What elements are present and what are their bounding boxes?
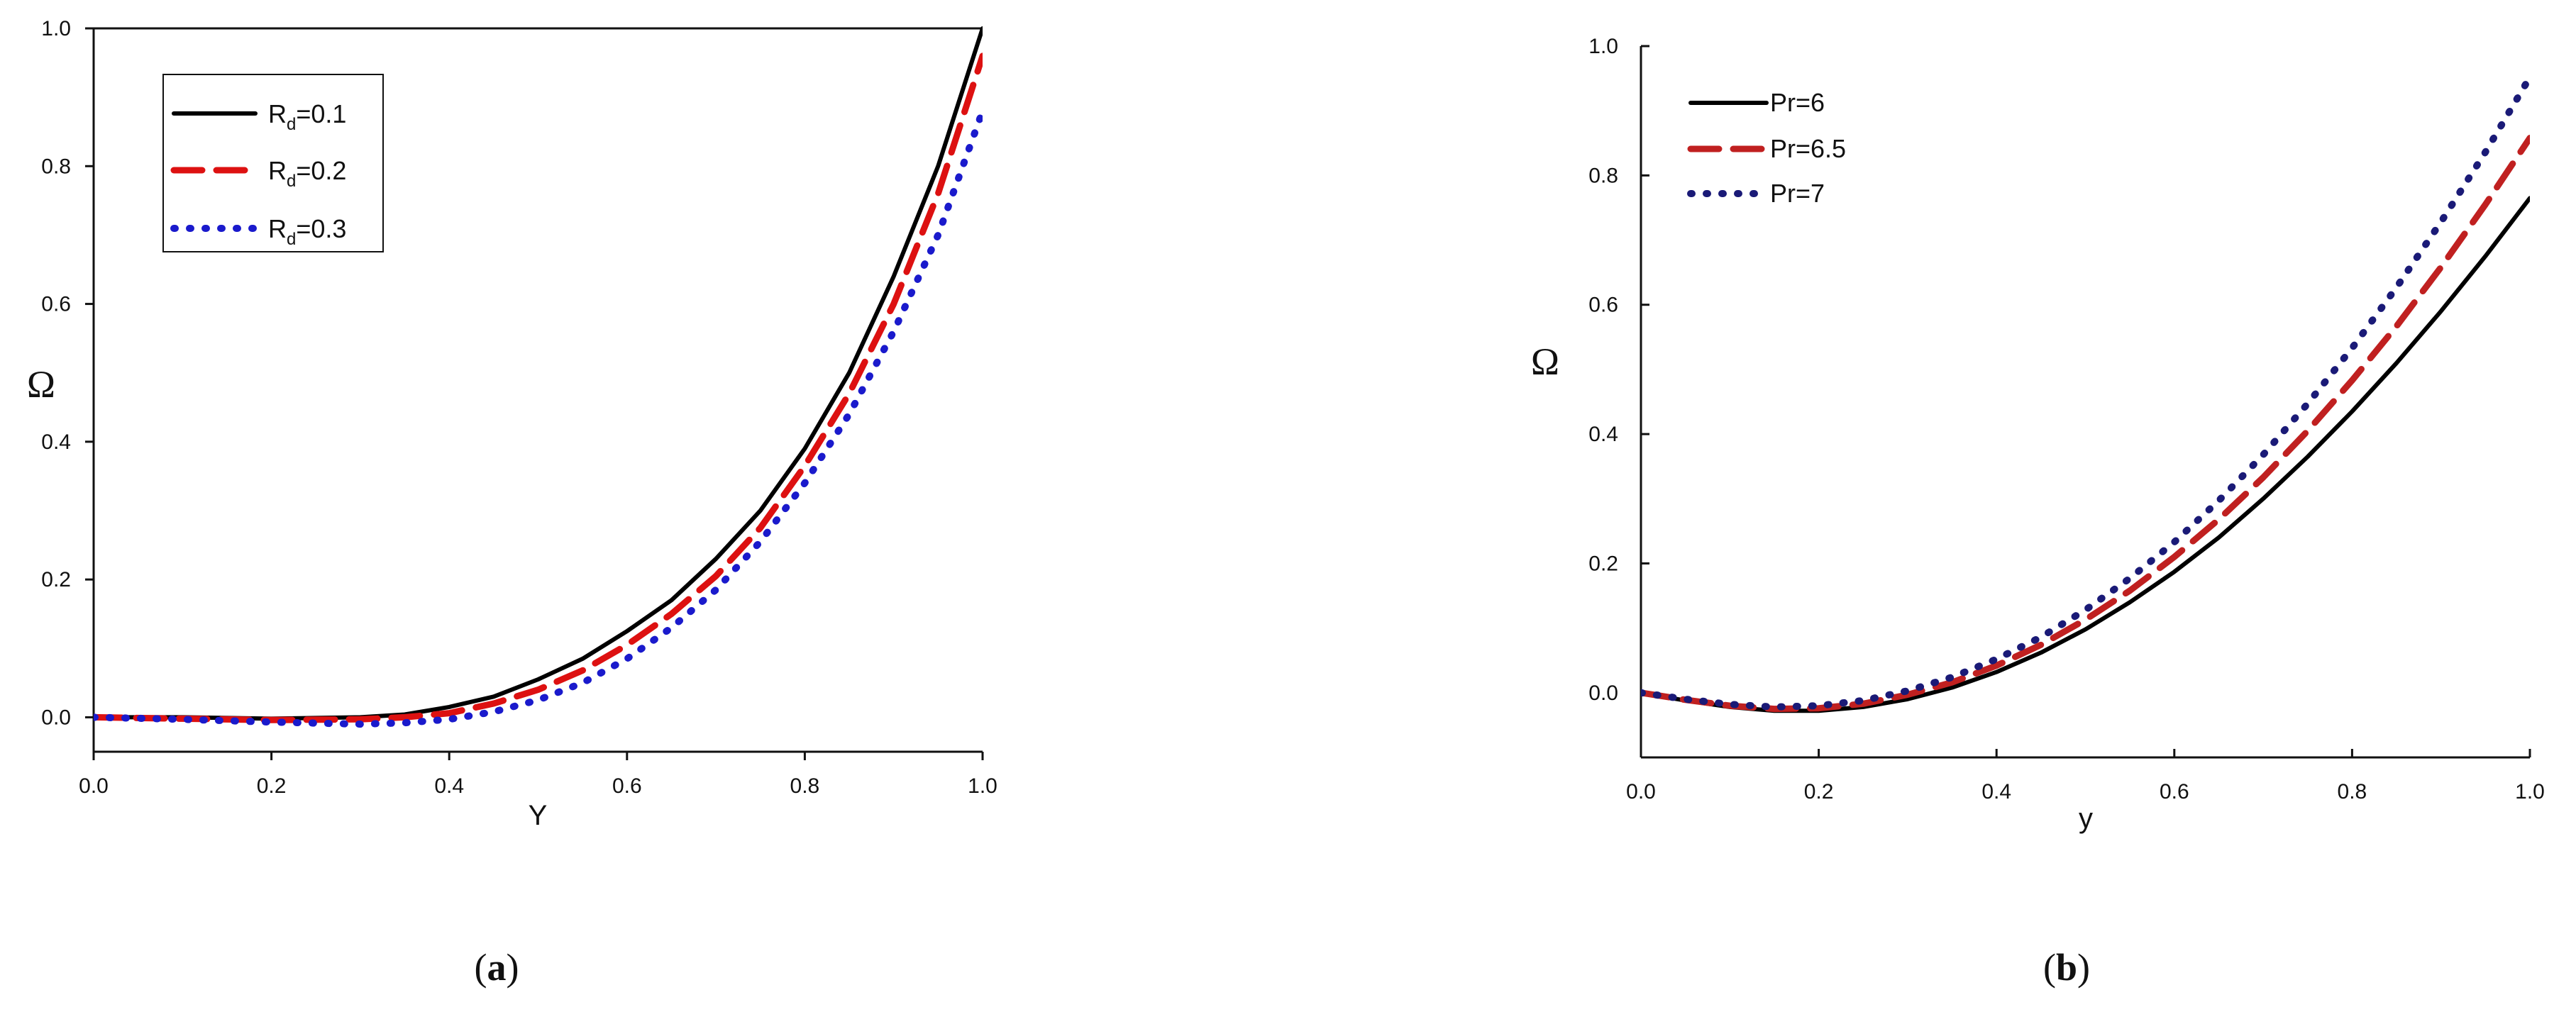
y-tick-label: 0.4 bbox=[1588, 423, 1618, 446]
legend-label: Pr=6.5 bbox=[1770, 134, 1846, 163]
x-axis-title: y bbox=[2079, 803, 2093, 834]
y-tick-label: 0.8 bbox=[41, 155, 71, 178]
series-line-dashed bbox=[1641, 135, 2530, 713]
x-tick-label: 0.6 bbox=[612, 774, 642, 798]
x-tick-label: 0.0 bbox=[1626, 780, 1656, 804]
x-tick-label: 0.2 bbox=[257, 774, 287, 798]
legend-label: Rd=0.2 bbox=[268, 156, 346, 191]
series-line-dotted bbox=[94, 107, 983, 728]
y-axis-title: Ω bbox=[1531, 340, 1559, 383]
y-tick-label: 0.2 bbox=[1588, 552, 1618, 575]
x-tick-label: 0.6 bbox=[2160, 780, 2189, 804]
panel-a-label: (a) bbox=[475, 946, 519, 989]
legend-label: Pr=6 bbox=[1770, 88, 1825, 117]
x-axis-title: Y bbox=[529, 800, 548, 831]
y-tick-label: 0.0 bbox=[41, 706, 71, 729]
legend-label: Pr=7 bbox=[1770, 179, 1825, 208]
legend-box bbox=[162, 74, 384, 252]
series-line-dashed bbox=[94, 52, 983, 723]
y-tick-label: 1.0 bbox=[1588, 35, 1618, 58]
series-line-solid bbox=[1641, 196, 2530, 713]
series-line-dotted bbox=[1641, 73, 2530, 711]
x-tick-label: 0.4 bbox=[434, 774, 464, 798]
y-tick-label: 0.6 bbox=[41, 293, 71, 316]
y-tick-label: 1.0 bbox=[41, 17, 71, 40]
x-tick-label: 0.8 bbox=[790, 774, 820, 798]
x-tick-label: 0.2 bbox=[1804, 780, 1834, 804]
x-tick-label: 1.0 bbox=[2515, 780, 2545, 804]
y-axis-title: Ω bbox=[27, 363, 55, 406]
legend-label: Rd=0.3 bbox=[268, 214, 346, 249]
x-tick-label: 0.4 bbox=[1981, 780, 2011, 804]
x-tick-label: 1.0 bbox=[968, 774, 997, 798]
panel-b-chart: 0.0 0.2 0.4 0.6 0.8 1.0 0.0 0.2 0.4 0.6 0.8 1.0 y Ω Pr… bbox=[1531, 35, 2545, 834]
panel-b-label: (b) bbox=[2043, 946, 2090, 989]
series-line-solid bbox=[94, 26, 983, 721]
y-tick-label: 0.0 bbox=[1588, 682, 1618, 705]
y-tick-label: 0.4 bbox=[41, 430, 71, 454]
x-tick-label: 0.8 bbox=[2338, 780, 2367, 804]
panel-a-chart: 0.0 0.2 0.4 0.6 0.8 1.0 0.0 0.2 0.4 0.6 0.8 1.0 Y Ω Rd… bbox=[27, 17, 997, 831]
y-tick-label: 0.6 bbox=[1588, 294, 1618, 317]
y-tick-label: 0.8 bbox=[1588, 164, 1618, 187]
legend: Pr=6 Pr=6.5 Pr=7 bbox=[1687, 88, 1846, 208]
x-tick-label: 0.0 bbox=[79, 774, 109, 798]
legend-label: Rd=0.1 bbox=[268, 99, 346, 134]
legend: Rd=0.1 Rd=0.2 Rd=0.3 bbox=[162, 74, 384, 252]
y-tick-label: 0.2 bbox=[41, 568, 71, 591]
